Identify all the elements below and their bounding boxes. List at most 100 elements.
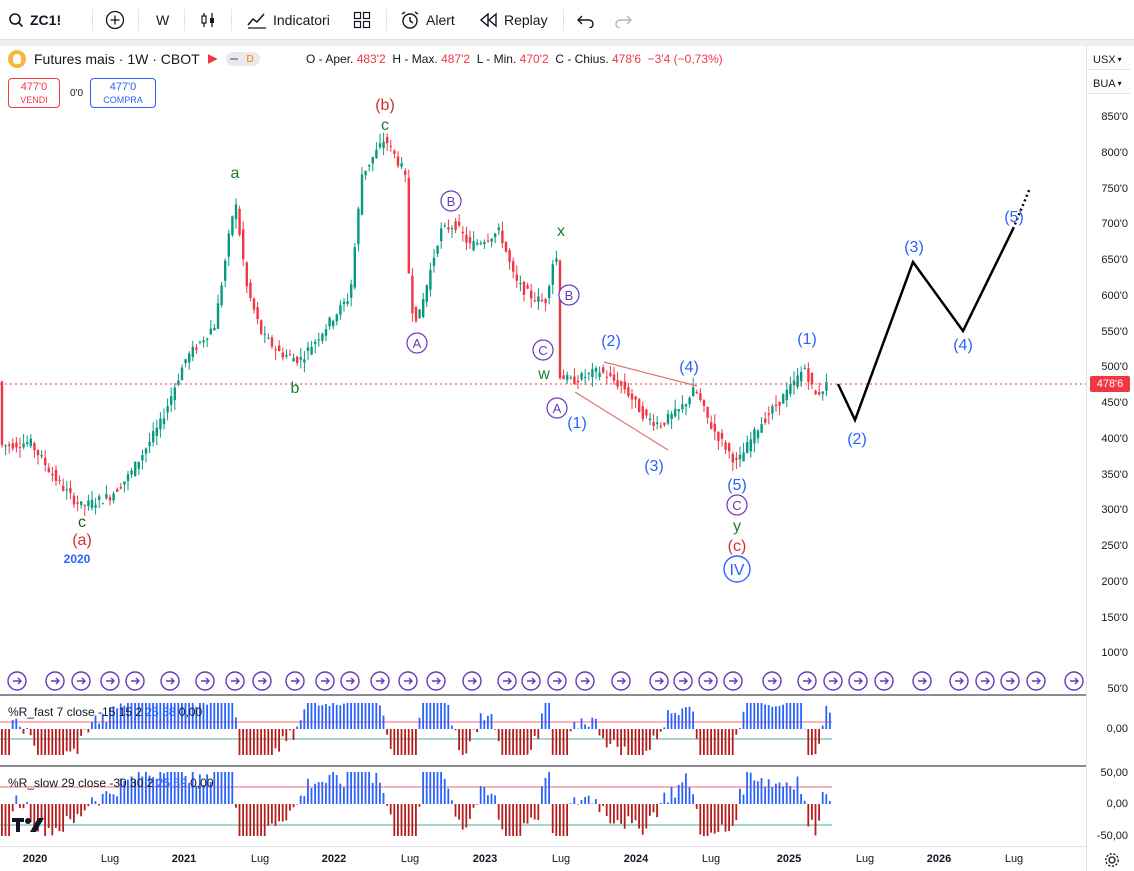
histogram-bar <box>573 721 576 729</box>
candle-body <box>472 241 475 251</box>
candle-body <box>663 422 666 425</box>
replay-button[interactable]: Replay <box>480 0 548 40</box>
gear-icon[interactable] <box>1104 852 1120 868</box>
alert-button[interactable]: Alert <box>400 0 455 40</box>
chart-title[interactable]: Futures mais · 1W · CBOT <box>34 51 200 67</box>
histogram-bar <box>332 703 334 729</box>
candle-body <box>170 396 173 405</box>
candle-body <box>656 422 659 424</box>
candle-body <box>724 442 727 450</box>
candle-body <box>706 406 709 418</box>
wave-label-green-w: w <box>537 366 550 383</box>
price-chart[interactable]: (a) 2020 c a b (b) c x w y (c) (1) (2) (… <box>0 46 1086 846</box>
histogram-bar <box>681 782 684 804</box>
histogram-bar <box>123 780 126 804</box>
slow-indicator-legend[interactable]: %R_slow 29 close -30 30 2 25,59 0,00 <box>8 776 214 790</box>
candle-body <box>101 503 104 505</box>
histogram-bar <box>440 772 442 804</box>
histogram-bar <box>209 782 212 804</box>
histogram-bar <box>415 729 417 755</box>
histogram-bar <box>425 772 428 804</box>
histogram-bar <box>170 703 172 729</box>
candle-body <box>368 164 371 167</box>
histogram-bar <box>670 786 673 804</box>
histogram-bar <box>544 777 547 804</box>
histogram-bar <box>753 780 756 804</box>
price-axis[interactable]: USX ▾ BUA ▾ 850'0 800'0 750'0 700'0 650'0 600'0… <box>1086 46 1134 871</box>
price-tick: 800'0 <box>1101 146 1128 159</box>
candle-body <box>605 376 608 378</box>
histogram-bar <box>274 729 277 749</box>
flag-icon[interactable] <box>207 54 218 64</box>
time-tick: Lug <box>1004 853 1024 865</box>
histogram-bar <box>584 797 586 804</box>
histogram-bar <box>289 729 291 731</box>
histogram-bar <box>533 804 536 820</box>
candle-body <box>764 418 767 423</box>
histogram-bar <box>515 729 518 755</box>
price-tick: 300'0 <box>1101 504 1128 517</box>
histogram-bar <box>591 803 594 804</box>
histogram-bar <box>692 711 694 729</box>
histogram-bar <box>55 729 57 755</box>
event-arrow-icon <box>581 677 590 685</box>
candle-body <box>328 317 331 327</box>
slow-indicator-value-1: 25,59 <box>156 776 187 790</box>
histogram-bar <box>735 729 738 735</box>
histogram-bar <box>184 776 187 804</box>
data-source-toggle[interactable]: D <box>225 52 260 66</box>
histogram-bar <box>735 804 738 821</box>
indicators-button[interactable]: Indicatori <box>247 0 330 40</box>
histogram-bar <box>595 718 597 729</box>
histogram-bar <box>613 729 615 740</box>
unit-selector[interactable]: BUA ▾ <box>1088 74 1130 94</box>
histogram-bar <box>667 802 669 804</box>
slow-histogram <box>1 772 831 836</box>
candle-body <box>72 495 76 505</box>
histogram-bar <box>721 729 723 755</box>
event-arrow-icon <box>829 677 838 685</box>
histogram-bar <box>382 715 385 729</box>
histogram-bar <box>137 703 140 729</box>
candle-body <box>238 208 241 235</box>
histogram-bar <box>479 713 482 729</box>
candle-body <box>69 487 72 493</box>
histogram-bar <box>580 799 583 804</box>
histogram-bar <box>731 729 734 755</box>
sell-button[interactable]: 477'0 VENDI <box>8 78 60 108</box>
redo-button[interactable] <box>614 0 632 40</box>
histogram-bar <box>458 729 460 751</box>
candle-body <box>173 387 176 401</box>
candle-body <box>36 450 40 456</box>
interval-button[interactable]: W <box>156 0 169 40</box>
candle-body <box>594 367 598 372</box>
histogram-bar <box>227 703 230 729</box>
histogram-bar <box>591 717 594 729</box>
histogram-bar <box>620 804 622 824</box>
undo-button[interactable] <box>577 0 595 40</box>
tradingview-logo[interactable] <box>12 816 44 837</box>
candle-body <box>616 380 619 387</box>
histogram-bar <box>541 713 543 729</box>
histogram-bar <box>659 802 662 804</box>
time-axis[interactable]: 2020 Lug 2021 Lug 2022 Lug 2023 Lug 2024 Lug 2025 L… <box>0 846 1086 871</box>
buy-button[interactable]: 477'0 COMPRA <box>90 78 156 108</box>
symbol-search[interactable]: ZC1! <box>8 0 61 40</box>
candle-body <box>324 329 328 336</box>
layouts-button[interactable] <box>353 0 371 40</box>
candle-body <box>270 337 274 347</box>
histogram-bar <box>767 705 770 729</box>
histogram-bar <box>605 729 608 748</box>
histogram-bar <box>371 703 374 729</box>
event-arrow-icon <box>1032 677 1041 685</box>
fast-indicator-legend[interactable]: %R_fast 7 close -15 15 2 25,38 0,00 <box>8 705 202 719</box>
add-symbol-button[interactable] <box>105 0 125 40</box>
candle-body <box>407 178 410 274</box>
event-arrow-icon <box>291 677 300 685</box>
currency-selector[interactable]: USX ▾ <box>1088 50 1130 70</box>
candle-body <box>76 502 79 504</box>
projection-dotted <box>1011 187 1032 230</box>
histogram-bar <box>314 703 316 729</box>
chart-type-button[interactable] <box>199 0 217 40</box>
candle-body <box>249 282 252 299</box>
